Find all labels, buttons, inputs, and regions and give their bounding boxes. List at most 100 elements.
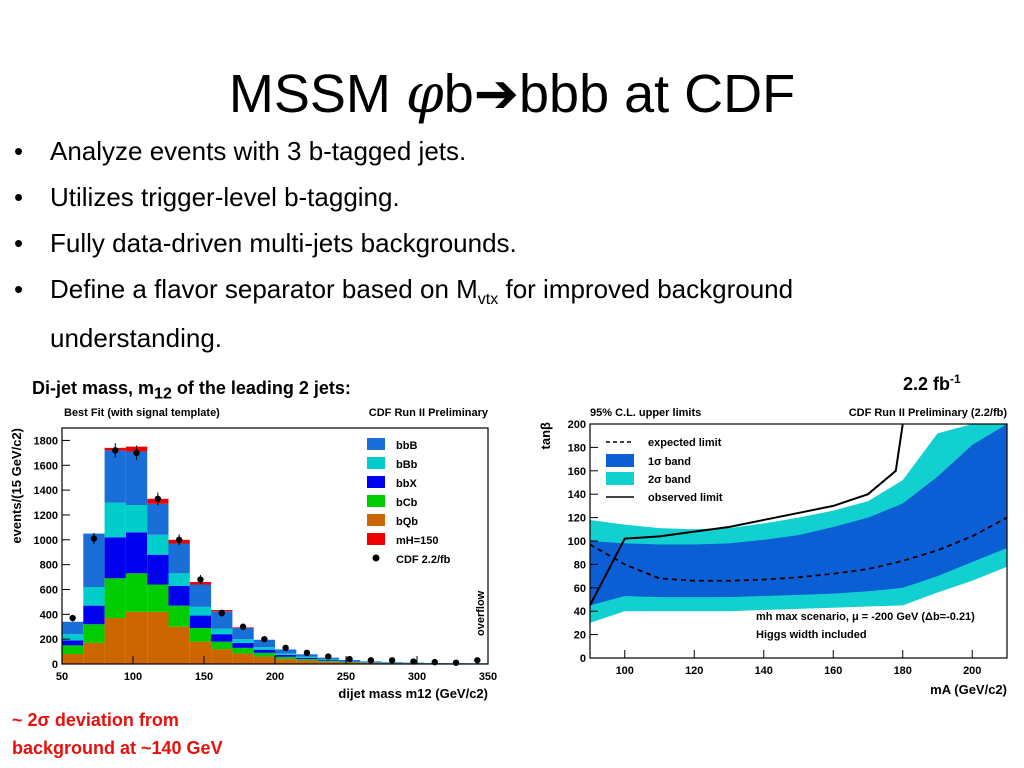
legend-swatch	[367, 476, 385, 488]
bullet-item: • Analyze events with 3 b-tagged jets.	[14, 132, 834, 170]
histogram-bar-bQb	[83, 642, 105, 664]
y-tick-label: 160	[568, 466, 586, 478]
y-tick-label: 100	[568, 536, 586, 548]
histogram-bar-bbX	[211, 634, 233, 642]
data-point	[197, 576, 204, 583]
histogram-bar-bQb	[253, 656, 275, 664]
caption-part: 2.2 fb	[903, 374, 951, 394]
legend-label: expected limit	[648, 437, 722, 449]
one-sigma-band	[590, 424, 1007, 606]
data-point	[218, 609, 225, 617]
data-point	[388, 657, 396, 664]
histogram-bar-bbb	[147, 534, 169, 555]
histogram-bar-bbB	[168, 543, 190, 574]
histogram-bar-bQb	[211, 649, 233, 664]
y-tick-label: 800	[40, 560, 58, 572]
slide-title: MSSM φb➔bbb at CDF	[0, 62, 1024, 125]
y-tick-label: 1400	[34, 485, 58, 497]
histogram-bar-bCb	[253, 652, 275, 657]
histogram-bar-bbX	[296, 657, 318, 660]
histogram-bar-bbX	[317, 660, 339, 661]
legend-marker	[372, 554, 380, 562]
bullet-text: Analyze events with 3 b-tagged jets.	[50, 136, 467, 166]
chart-title-left: 95% C.L. upper limits	[590, 407, 701, 419]
bullet-text-part: Define a flavor separator based on M	[50, 274, 478, 304]
histogram-bar-bQb	[189, 641, 212, 664]
histogram-bar-bQb	[62, 654, 84, 664]
histogram-bar-bbb	[168, 573, 190, 586]
y-tick-label: 1600	[34, 460, 58, 472]
bullet-item: • Define a flavor separator based on Mvtx…	[14, 270, 834, 357]
histogram-bar-bCb	[104, 578, 126, 619]
legend-label: mH=150	[396, 535, 439, 547]
scenario-annotation: Higgs width included	[756, 629, 867, 641]
histogram-bar-bbb	[62, 634, 84, 641]
histogram-bar-bbB	[232, 627, 254, 640]
histogram-bar-bbX	[125, 532, 148, 574]
legend-label: bBb	[396, 459, 418, 471]
x-tick-label: 160	[824, 665, 842, 677]
chart-title-left: Best Fit (with signal template)	[64, 407, 220, 419]
legend-label: bbB	[396, 440, 417, 452]
title-prefix: MSSM	[228, 64, 406, 124]
data-point	[282, 644, 289, 652]
x-tick-label: 180	[894, 665, 912, 677]
histogram-bar-bbB	[253, 639, 275, 648]
y-tick-label: 40	[574, 606, 586, 618]
data-point	[175, 536, 183, 543]
histogram-bar-bbB	[125, 451, 148, 506]
histogram-bar-bbB	[147, 503, 169, 535]
legend-label: CDF 2.2/fb	[396, 554, 451, 566]
histogram-bar-bQb	[104, 618, 126, 664]
histogram-bar-bbb	[104, 502, 126, 538]
data-point	[112, 447, 119, 454]
data-point	[154, 495, 162, 502]
histogram-bar-bbX	[253, 649, 275, 653]
bullet-subscript: vtx	[477, 291, 499, 309]
data-point	[325, 653, 332, 660]
histogram-bar-bbX	[189, 615, 212, 628]
y-axis-label: events/(15 GeV/c2)	[9, 428, 24, 544]
legend-swatch	[367, 495, 385, 507]
histogram-bar-bCb	[232, 647, 254, 654]
y-tick-label: 20	[574, 630, 586, 642]
y-tick-label: 80	[574, 559, 586, 571]
chart-title-right: CDF Run II Preliminary (2.2/fb)	[849, 407, 1008, 419]
overflow-label: overflow	[475, 590, 487, 636]
histogram-bar-bbB	[62, 621, 84, 635]
luminosity-caption: 2.2 fb-1	[903, 372, 961, 395]
title-suffix: bbb at CDF	[519, 64, 796, 124]
legend-swatch	[606, 472, 634, 485]
x-tick-label: 120	[685, 665, 703, 677]
histogram-bar-bCb	[83, 624, 105, 643]
histogram-bar-bbX	[275, 654, 297, 657]
histogram-bar-bCb	[189, 627, 212, 642]
x-axis-label: dijet mass m12 (GeV/c2)	[338, 686, 488, 701]
chart-title-right: CDF Run II Preliminary	[369, 407, 489, 419]
y-axis-label: tanβ	[538, 422, 553, 450]
legend-label: 2σ band	[648, 474, 691, 486]
y-tick-label: 1200	[34, 510, 58, 522]
x-tick-label: 100	[616, 665, 634, 677]
histogram-bar-bCb	[125, 573, 148, 612]
histogram-bar-bCb	[168, 605, 190, 627]
title-phi: φ	[405, 62, 444, 125]
histogram-bar-bbb	[253, 647, 275, 650]
caption-subscript: 12	[154, 385, 172, 403]
observed-limit-line	[589, 423, 904, 606]
x-tick-label: 140	[755, 665, 773, 677]
histogram-bar-bbX	[168, 585, 190, 606]
histogram-bar-bbB	[189, 584, 212, 607]
x-tick-label: 250	[337, 671, 355, 683]
data-point	[239, 623, 247, 630]
y-tick-label: 60	[574, 583, 586, 595]
legend-swatch	[367, 457, 385, 469]
bullet-dot-icon: •	[14, 274, 24, 304]
arrow-icon: ➔	[473, 64, 519, 124]
bullet-text: Fully data-driven multi-jets backgrounds…	[50, 228, 517, 258]
bullet-dot-icon: •	[14, 228, 24, 258]
histogram-bar-bCb	[147, 584, 169, 612]
y-tick-label: 0	[580, 653, 586, 665]
histogram-bar-bbb	[211, 628, 233, 635]
legend-label: observed limit	[648, 492, 723, 504]
